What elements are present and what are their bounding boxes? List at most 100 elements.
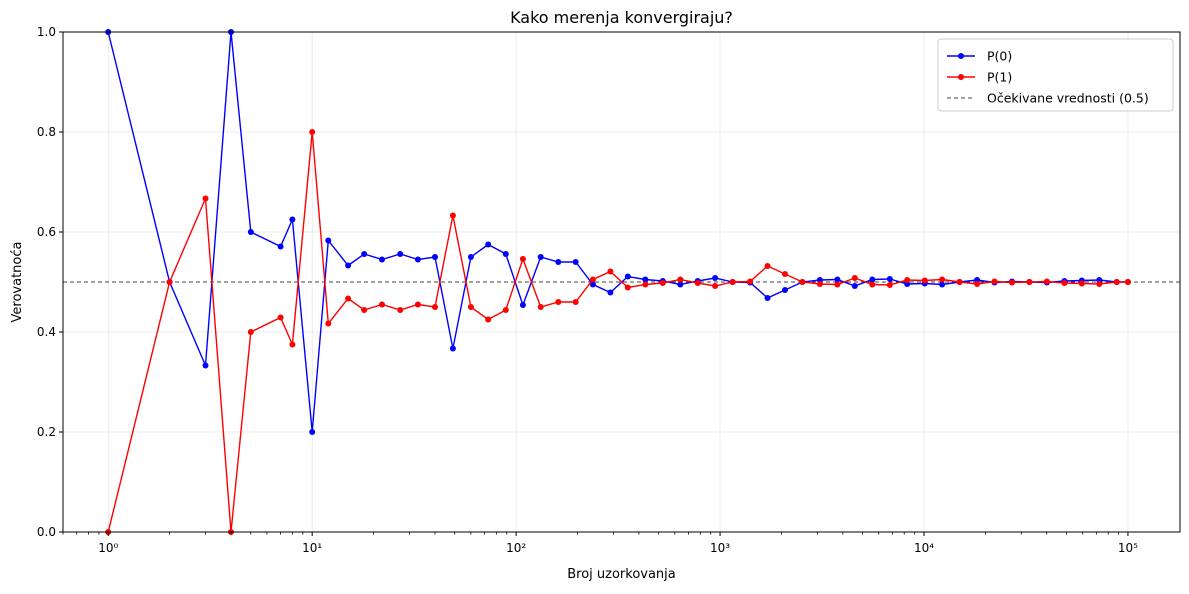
data-point-p1 xyxy=(277,314,284,321)
data-point-p1 xyxy=(485,316,492,323)
data-point-p0 xyxy=(519,302,526,308)
data-point-p0 xyxy=(379,256,385,263)
data-point-p1 xyxy=(247,329,254,335)
data-point-p1 xyxy=(834,281,841,288)
data-point-p0 xyxy=(277,243,284,250)
data-point-p1 xyxy=(1026,279,1033,285)
data-point-p1 xyxy=(361,307,368,313)
legend-marker-p1 xyxy=(958,74,964,80)
data-point-p1 xyxy=(502,307,509,313)
data-point-p0 xyxy=(397,251,404,257)
chart-title: Kako merenja konvergiraju? xyxy=(510,8,733,27)
data-point-p0 xyxy=(886,276,893,282)
data-point-p1 xyxy=(519,256,526,262)
x-tick-label: 10⁴ xyxy=(914,541,934,555)
data-point-p0 xyxy=(485,241,492,248)
data-point-p1 xyxy=(589,276,596,283)
plot-frame xyxy=(62,31,1181,533)
data-point-p1 xyxy=(555,299,562,305)
data-point-p1 xyxy=(1113,279,1120,285)
data-point-p0 xyxy=(361,251,368,257)
data-point-p0 xyxy=(247,229,254,235)
data-point-p1 xyxy=(607,268,614,275)
legend-item-p0: P(0) xyxy=(947,49,1012,64)
data-point-p1 xyxy=(921,277,928,284)
data-point-p1 xyxy=(624,284,631,291)
data-point-p1 xyxy=(1009,279,1015,286)
y-tick-label: 1.0 xyxy=(37,25,56,39)
y-tick-label: 0.2 xyxy=(37,425,56,439)
legend-box xyxy=(937,38,1174,112)
x-tick-label: 10⁰ xyxy=(98,541,118,555)
data-point-p1 xyxy=(694,280,701,286)
data-point-p0 xyxy=(869,276,876,283)
series-layer xyxy=(105,29,1131,535)
data-point-p0 xyxy=(432,254,438,260)
data-point-p1 xyxy=(677,276,684,283)
y-axis-label: Verovatnoća xyxy=(10,242,25,323)
x-tick-label: 10³ xyxy=(710,541,730,555)
data-point-p0 xyxy=(555,259,562,265)
x-axis-ticks: 10⁰ 10¹ 10² 10³ 10⁴ 10⁵ xyxy=(62,532,1138,555)
data-point-p0 xyxy=(537,254,544,260)
data-point-p1 xyxy=(782,271,788,277)
data-point-p1 xyxy=(537,304,544,310)
y-tick-label: 0.0 xyxy=(37,525,56,539)
data-point-p0 xyxy=(624,273,631,280)
data-point-p0 xyxy=(677,281,684,288)
data-point-p0 xyxy=(764,295,771,301)
data-point-p1 xyxy=(816,281,823,287)
data-point-p1 xyxy=(1061,280,1068,286)
data-point-p0 xyxy=(782,287,788,293)
data-point-p1 xyxy=(432,304,438,310)
legend-label-expected: Očekivane vrednosti (0.5) xyxy=(987,91,1149,106)
data-point-p1 xyxy=(712,283,719,289)
data-point-p0 xyxy=(572,259,579,265)
y-tick-label: 0.8 xyxy=(37,125,56,139)
data-point-p1 xyxy=(799,279,806,285)
data-point-p1 xyxy=(991,278,998,285)
legend-label-p1: P(1) xyxy=(987,70,1012,85)
data-point-p1 xyxy=(325,320,332,327)
data-point-p1 xyxy=(166,279,173,285)
data-point-p1 xyxy=(886,282,893,288)
legend-item-expected: Očekivane vrednosti (0.5) xyxy=(947,91,1149,106)
x-tick-label: 10¹ xyxy=(302,541,322,555)
y-tick-label: 0.4 xyxy=(37,325,56,339)
data-point-p1 xyxy=(345,295,352,302)
legend-item-p1: P(1) xyxy=(947,70,1012,85)
data-point-p1 xyxy=(642,281,649,288)
data-point-p1 xyxy=(1124,279,1131,285)
data-point-p1 xyxy=(1096,281,1103,287)
data-point-p0 xyxy=(345,262,352,269)
data-point-p1 xyxy=(1043,278,1050,285)
data-point-p1 xyxy=(414,301,421,308)
data-point-p0 xyxy=(325,237,332,244)
data-point-p0 xyxy=(589,281,596,288)
data-point-p0 xyxy=(712,275,719,281)
data-point-p0 xyxy=(642,276,649,283)
data-point-p1 xyxy=(289,341,296,348)
data-point-p0 xyxy=(449,345,456,352)
data-point-p1 xyxy=(397,307,404,313)
data-point-p0 xyxy=(834,276,841,283)
data-point-p0 xyxy=(414,256,421,263)
data-point-p0 xyxy=(939,281,946,288)
data-point-p0 xyxy=(202,362,209,369)
data-point-p0 xyxy=(467,254,474,260)
legend: P(0) P(1) Očekivane vrednosti (0.5) xyxy=(937,38,1174,112)
data-point-p1 xyxy=(939,276,946,283)
data-point-p1 xyxy=(747,278,754,285)
data-point-p1 xyxy=(956,279,963,285)
data-point-p1 xyxy=(974,281,981,287)
x-tick-label: 10² xyxy=(506,541,526,555)
y-axis-ticks: 0.0 0.2 0.4 0.6 0.8 1.0 xyxy=(37,25,63,539)
x-axis-label: Broj uzorkovanja xyxy=(567,567,676,582)
data-point-p0 xyxy=(607,289,614,296)
data-point-p1 xyxy=(449,212,456,219)
data-point-p1 xyxy=(904,277,911,283)
data-point-p0 xyxy=(502,251,509,257)
legend-marker-p0 xyxy=(958,53,964,59)
